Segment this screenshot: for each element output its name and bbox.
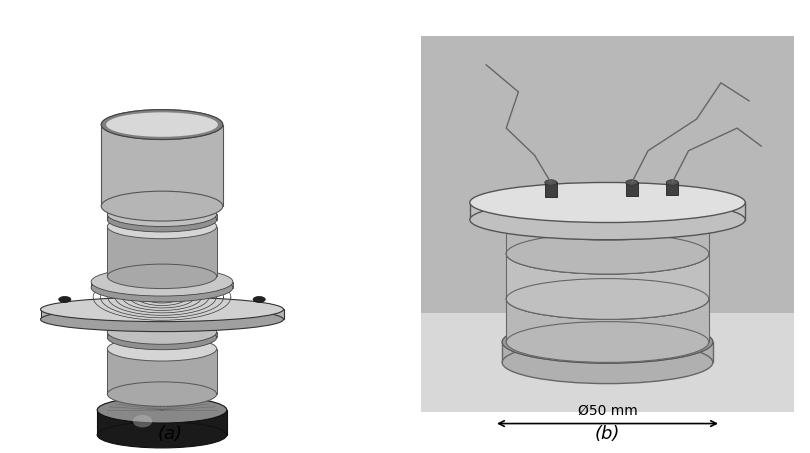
Ellipse shape [155,238,169,245]
Ellipse shape [106,112,218,137]
Polygon shape [625,183,638,196]
Text: (b): (b) [595,425,620,443]
Bar [421,36,794,412]
Ellipse shape [506,279,709,319]
Ellipse shape [155,321,169,327]
Polygon shape [666,183,679,195]
Ellipse shape [206,272,215,277]
Ellipse shape [91,267,233,296]
Ellipse shape [109,272,118,277]
Polygon shape [506,299,709,342]
Polygon shape [92,282,233,288]
Ellipse shape [666,180,679,185]
Ellipse shape [145,292,155,298]
Polygon shape [155,241,169,324]
Ellipse shape [506,233,709,274]
Polygon shape [97,410,227,435]
Polygon shape [544,183,557,198]
Polygon shape [107,332,217,337]
Ellipse shape [625,180,638,185]
Ellipse shape [470,200,745,240]
Ellipse shape [506,199,709,240]
Ellipse shape [91,273,233,302]
Ellipse shape [506,233,709,274]
Ellipse shape [544,180,557,185]
Ellipse shape [101,110,223,140]
Ellipse shape [107,382,217,406]
Ellipse shape [107,207,217,232]
Ellipse shape [40,307,284,332]
Polygon shape [107,349,217,394]
Ellipse shape [40,297,284,322]
Ellipse shape [101,110,223,140]
Polygon shape [470,202,745,220]
Bar [421,313,794,412]
Polygon shape [506,254,709,299]
Ellipse shape [502,341,713,384]
Ellipse shape [506,279,709,319]
Ellipse shape [506,322,709,362]
Polygon shape [101,125,223,206]
Ellipse shape [107,214,217,239]
Ellipse shape [107,202,217,226]
Ellipse shape [133,415,152,428]
Ellipse shape [169,292,179,298]
Text: (a): (a) [158,425,182,443]
Polygon shape [506,220,709,254]
Ellipse shape [101,191,223,221]
Ellipse shape [97,397,227,423]
Ellipse shape [502,321,713,363]
Ellipse shape [107,264,217,289]
Text: Ø50 mm: Ø50 mm [578,404,637,418]
Polygon shape [107,214,217,220]
Polygon shape [40,309,284,319]
Ellipse shape [107,325,217,350]
Polygon shape [502,342,713,362]
Ellipse shape [253,296,265,303]
Polygon shape [107,226,217,276]
Ellipse shape [470,183,745,222]
Ellipse shape [97,422,227,448]
Ellipse shape [506,279,709,319]
Ellipse shape [502,321,713,363]
Ellipse shape [59,296,71,303]
Ellipse shape [107,320,217,344]
Ellipse shape [107,337,217,361]
Ellipse shape [506,233,709,274]
